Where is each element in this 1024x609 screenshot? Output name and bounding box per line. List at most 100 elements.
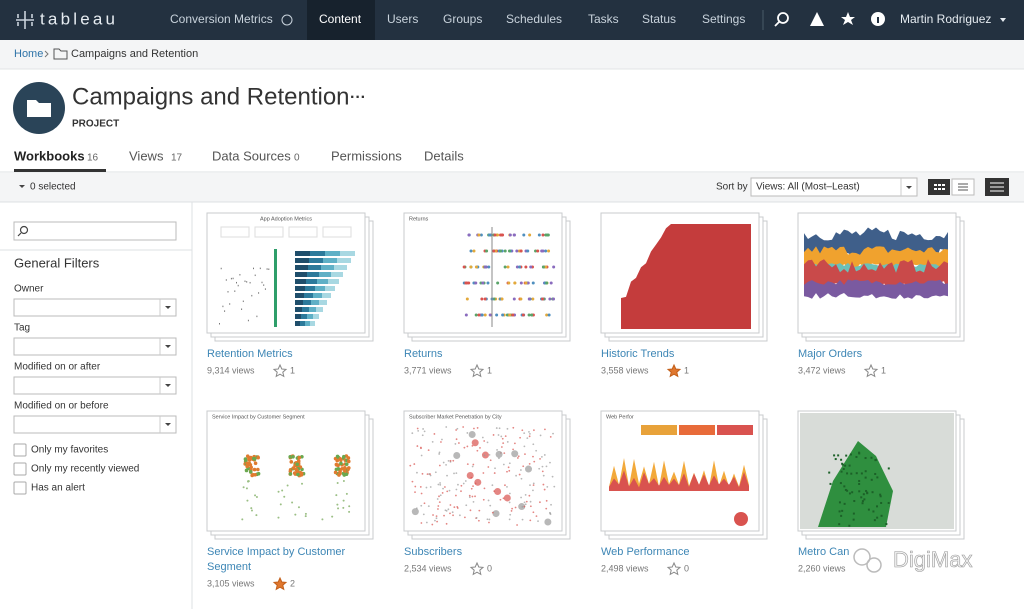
- thumb-shape: [515, 474, 517, 477]
- thumb-shape: [454, 494, 457, 497]
- thumb-shape: [291, 454, 295, 459]
- filter-select[interactable]: [13, 337, 177, 356]
- grid-view-button[interactable]: [928, 179, 950, 195]
- thumb-shape: [472, 249, 476, 253]
- tab[interactable]: Permissions: [331, 148, 402, 163]
- checkbox[interactable]: [13, 443, 27, 457]
- workbook-card[interactable]: Web Perfor Web Performance 2,498 views 0: [600, 410, 768, 576]
- nav-item[interactable]: Content: [319, 12, 362, 26]
- thumb-shape: [861, 500, 864, 503]
- thumb-shape: [259, 267, 261, 270]
- thumb-shape: [458, 442, 460, 444]
- workbook-name[interactable]: Historic Trends: [601, 348, 675, 360]
- favorite-star[interactable]: [666, 561, 682, 576]
- thumb-shape: [455, 429, 458, 431]
- filter-select[interactable]: [13, 298, 177, 317]
- tab[interactable]: Workbooks: [14, 148, 85, 163]
- nav-item[interactable]: Schedules: [506, 12, 562, 26]
- workbook-card[interactable]: App Adoption Metrics Retention Metrics 9,3…: [206, 212, 374, 378]
- thumb-shape: [551, 475, 554, 478]
- search-input[interactable]: [13, 221, 177, 241]
- thumb-shape: [527, 297, 531, 301]
- thumb-shape: [486, 281, 490, 285]
- logo[interactable]: tableau: [40, 9, 118, 28]
- thumb-shape: [438, 495, 440, 498]
- alert-icon[interactable]: [810, 12, 824, 26]
- workbook-card[interactable]: Subscriber Market Penetration by City Sub…: [403, 410, 571, 576]
- tab[interactable]: Views: [129, 148, 164, 163]
- favorite-star[interactable]: [469, 363, 485, 378]
- tab-underline: [14, 169, 106, 172]
- workbook-card[interactable]: Metro Can 2,260 views: [797, 410, 965, 573]
- thumb-shape: [454, 443, 457, 445]
- thumb-shape: [864, 476, 867, 479]
- thumb-shape: [411, 432, 414, 435]
- thumbnail[interactable]: [403, 212, 563, 334]
- favorite-star[interactable]: [272, 576, 288, 591]
- thumb-shape: [253, 461, 258, 466]
- workbook-name[interactable]: Service Impact by Customer Segment: [207, 546, 345, 573]
- filter-select[interactable]: [13, 415, 177, 434]
- site-name[interactable]: Conversion Metrics: [170, 12, 273, 26]
- thumb-shape: [256, 315, 258, 318]
- thumb-shape: [255, 514, 258, 517]
- thumb-shape: [429, 474, 432, 477]
- filter-select[interactable]: [13, 376, 177, 395]
- nav-item[interactable]: Settings: [702, 12, 745, 26]
- thumb-shape: [540, 297, 544, 301]
- tab[interactable]: Details: [424, 148, 464, 163]
- info-icon-mark: [877, 17, 879, 23]
- thumb-shape: [545, 507, 548, 510]
- favorites-icon[interactable]: [841, 12, 855, 25]
- favorite-star[interactable]: [863, 363, 879, 378]
- nav-item[interactable]: Users: [387, 12, 418, 26]
- user-menu[interactable]: Martin Rodriguez: [900, 12, 991, 26]
- workbook-card[interactable]: Returns Returns 3,771 views 1: [403, 212, 571, 378]
- checkbox[interactable]: [13, 481, 27, 495]
- thumb-shape: [295, 462, 300, 467]
- select-caret[interactable]: [19, 185, 25, 188]
- workbook-card[interactable]: Historic Trends 3,558 views 1: [600, 212, 768, 378]
- favorite-star[interactable]: [469, 561, 485, 576]
- thumb-shape: [502, 442, 505, 445]
- site-icon[interactable]: [281, 14, 293, 26]
- search-icon[interactable]: [774, 12, 789, 27]
- nav-item[interactable]: Groups: [443, 12, 482, 26]
- favorite-count: 2: [290, 578, 295, 588]
- thumb-shape: [887, 501, 890, 504]
- thumbnail[interactable]: [403, 410, 563, 532]
- workbook-name[interactable]: Retention Metrics: [207, 348, 293, 360]
- workbook-name[interactable]: Major Orders: [798, 348, 863, 360]
- watermark-icon: [866, 557, 882, 573]
- thumb-shape: [302, 307, 309, 312]
- favorite-star[interactable]: [272, 363, 288, 378]
- thumb-shape: [476, 449, 479, 452]
- thumb-shape: [734, 512, 748, 526]
- sort-select[interactable]: [750, 177, 918, 197]
- filter-label: Owner: [14, 284, 44, 295]
- workbook-name[interactable]: Web Performance: [601, 546, 689, 558]
- nav-item[interactable]: Status: [642, 12, 676, 26]
- workbook-name[interactable]: Returns: [404, 348, 443, 360]
- checkbox[interactable]: [13, 462, 27, 476]
- checkbox-label: Only my recently viewed: [31, 464, 139, 475]
- workbook-card[interactable]: Major Orders 3,472 views 1: [797, 212, 965, 378]
- workbook-card[interactable]: Service Impact by Customer SegmentServic…: [206, 410, 374, 591]
- thumb-shape: [516, 524, 518, 526]
- favorite-star[interactable]: [666, 363, 682, 378]
- workbook-name[interactable]: Metro Can: [798, 546, 849, 558]
- thumb-shape: [336, 463, 340, 467]
- thumb-shape: [435, 515, 438, 518]
- breadcrumb-home[interactable]: Home: [14, 48, 43, 60]
- thumb-shape: [256, 455, 260, 460]
- workbook-name[interactable]: Subscribers: [404, 546, 463, 558]
- thumb-shape: [477, 233, 481, 237]
- thumb-shape: [508, 313, 512, 317]
- tab[interactable]: Data Sources: [212, 148, 291, 163]
- page-title: Campaigns and Retention: [72, 83, 350, 110]
- thumb-shape: [301, 482, 304, 485]
- thumb-shape: [833, 454, 836, 457]
- thumb-shape: [463, 516, 466, 519]
- nav-item[interactable]: Tasks: [588, 12, 619, 26]
- more-actions[interactable]: ···: [350, 89, 366, 106]
